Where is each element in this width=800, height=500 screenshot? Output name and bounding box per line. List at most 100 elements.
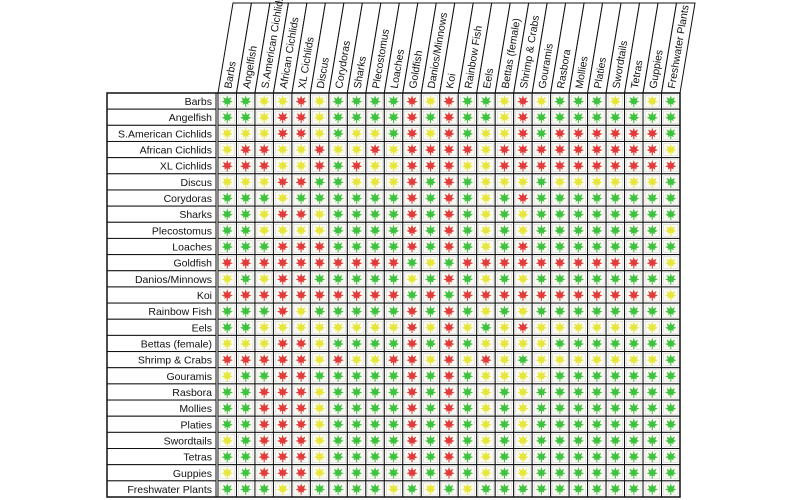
leaf-icon <box>443 273 455 285</box>
leaf-icon <box>387 337 400 350</box>
compatibility-cell <box>661 383 681 401</box>
leaf-icon <box>313 192 326 204</box>
leaf-icon <box>554 370 566 382</box>
leaf-icon <box>424 111 437 123</box>
leaf-icon <box>424 160 437 172</box>
compatibility-cell <box>365 367 385 385</box>
leaf-icon <box>387 111 400 123</box>
leaf-icon <box>369 111 381 123</box>
leaf-icon <box>572 192 585 204</box>
leaf-icon <box>572 289 585 301</box>
compatibility-cell <box>642 237 663 256</box>
compatibility-cell <box>624 415 644 433</box>
leaf-icon <box>498 402 511 414</box>
compatibility-cell <box>235 399 256 417</box>
compatibility-cell <box>439 383 459 401</box>
compatibility-cell <box>513 140 533 159</box>
leaf-icon <box>221 176 233 188</box>
compatibility-cell <box>476 480 496 498</box>
leaf-icon <box>369 370 381 382</box>
leaf-icon <box>276 337 289 350</box>
compatibility-cell <box>587 351 607 369</box>
compatibility-cell <box>420 189 441 207</box>
leaf-icon <box>276 467 289 479</box>
leaf-icon <box>295 305 307 317</box>
leaf-icon <box>554 208 566 220</box>
compatibility-cell <box>531 108 552 126</box>
compatibility-cell <box>642 254 663 272</box>
leaf-icon <box>554 176 566 188</box>
compatibility-cell <box>661 108 681 126</box>
compatibility-cell <box>346 480 367 498</box>
leaf-icon <box>350 192 363 204</box>
leaf-icon <box>591 273 603 285</box>
compatibility-cell <box>587 157 607 175</box>
leaf-icon <box>498 95 511 107</box>
compatibility-cell <box>235 286 256 304</box>
leaf-icon <box>313 143 326 156</box>
leaf-icon <box>424 483 437 495</box>
leaf-icon <box>628 434 640 447</box>
compatibility-cell <box>254 399 274 417</box>
compatibility-cell <box>383 92 404 110</box>
compatibility-cell <box>420 480 441 498</box>
compatibility-cell <box>457 286 478 304</box>
leaf-icon <box>276 176 289 188</box>
leaf-icon <box>517 160 529 172</box>
compatibility-cell <box>550 237 570 256</box>
leaf-icon <box>350 370 363 382</box>
leaf-icon <box>628 353 640 366</box>
compatibility-cell <box>291 157 311 175</box>
leaf-icon <box>443 208 455 220</box>
compatibility-cell <box>457 464 478 482</box>
leaf-icon <box>665 434 677 447</box>
leaf-icon <box>628 386 640 398</box>
compatibility-cell <box>291 173 311 191</box>
compatibility-cell <box>309 157 330 175</box>
compatibility-cell <box>402 140 422 159</box>
leaf-icon <box>665 321 677 334</box>
leaf-icon <box>387 176 400 188</box>
compatibility-cell <box>365 448 385 466</box>
compatibility-cell <box>383 334 404 353</box>
compatibility-cell <box>383 383 404 401</box>
compatibility-cell <box>531 415 552 433</box>
compatibility-cell <box>217 415 237 433</box>
leaf-icon <box>443 483 455 495</box>
leaf-icon <box>535 143 548 156</box>
leaf-icon <box>591 418 603 430</box>
compatibility-cell <box>402 480 422 498</box>
compatibility-cell <box>309 108 330 126</box>
compatibility-cell <box>291 464 311 482</box>
leaf-icon <box>591 353 603 366</box>
leaf-icon <box>609 305 622 317</box>
leaf-icon <box>591 450 603 463</box>
leaf-icon <box>443 111 455 123</box>
leaf-icon <box>628 273 640 285</box>
compatibility-cell <box>365 415 385 433</box>
compatibility-cell <box>457 318 478 336</box>
compatibility-cell <box>272 318 293 336</box>
compatibility-cell <box>531 173 552 191</box>
compatibility-cell <box>402 173 422 191</box>
compatibility-cell <box>550 367 570 385</box>
compatibility-cell <box>383 237 404 256</box>
leaf-icon <box>443 418 455 430</box>
compatibility-cell <box>476 302 496 320</box>
leaf-icon <box>665 402 677 414</box>
compatibility-cell <box>217 383 237 401</box>
compatibility-cell <box>624 431 644 450</box>
compatibility-cell <box>568 173 589 191</box>
leaf-icon <box>350 467 363 479</box>
compatibility-cell <box>383 351 404 369</box>
compatibility-cell <box>309 237 330 256</box>
leaf-icon <box>461 337 474 350</box>
compatibility-cell <box>605 124 626 142</box>
compatibility-cell <box>309 415 330 433</box>
compatibility-cell <box>346 448 367 466</box>
row-label: African Cichlids <box>140 145 212 157</box>
compatibility-cell <box>365 302 385 320</box>
compatibility-cell <box>457 254 478 272</box>
leaf-icon <box>313 273 326 285</box>
leaf-icon <box>332 353 344 366</box>
